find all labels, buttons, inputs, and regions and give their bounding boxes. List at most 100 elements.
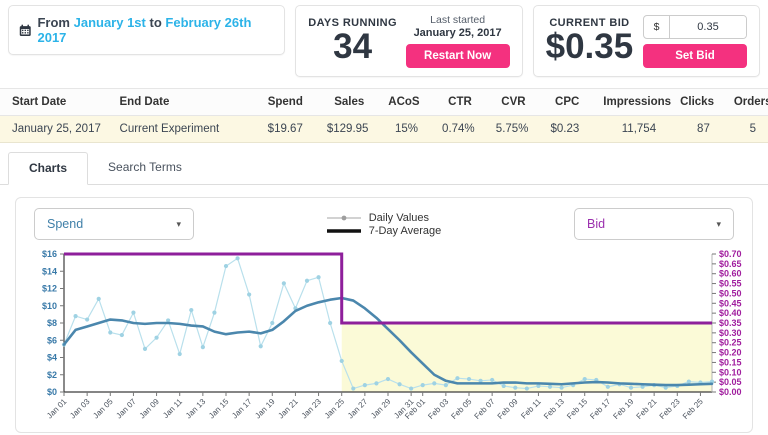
column-header-clicks: Clicks [668,88,722,116]
svg-text:Jan 29: Jan 29 [369,397,393,421]
svg-text:$0.00: $0.00 [719,387,742,397]
column-header-start-date: Start Date [0,88,108,116]
svg-text:$0.60: $0.60 [719,269,742,279]
bid-input[interactable] [670,15,746,38]
svg-text:$0.50: $0.50 [719,288,742,298]
svg-text:$0.65: $0.65 [719,259,742,269]
column-header-impressions: Impressions [591,88,671,116]
table-cell: Current Experiment [107,115,254,143]
svg-text:$2: $2 [47,370,57,380]
last-started-label: Last started [430,14,486,26]
svg-text:Feb 03: Feb 03 [426,397,450,421]
current-bid-panel: CURRENT BID $0.35 $ Set Bid [532,5,760,77]
svg-text:$0.05: $0.05 [719,377,742,387]
svg-text:Jan 01: Jan 01 [45,397,69,421]
experiment-highlight-region [341,323,712,392]
svg-text:$0: $0 [47,387,57,397]
svg-text:Jan 25: Jan 25 [323,397,347,421]
svg-text:$12: $12 [42,284,57,294]
top-panels: From January 1st to February 26th 2017 D… [0,0,768,77]
calendar-icon [19,24,31,36]
left-metric-select[interactable]: Spend ▾ [34,208,194,240]
tab-search-terms[interactable]: Search Terms [108,160,182,174]
table-row[interactable]: January 25, 2017 Current Experiment $19.67… [0,115,768,143]
restart-now-button[interactable]: Restart Now [405,44,510,68]
current-bid-value: $0.35 [545,26,634,66]
column-header-ctr: CTR [430,88,484,116]
svg-text:$0.20: $0.20 [719,348,742,358]
svg-text:Feb 09: Feb 09 [496,397,520,421]
legend-daily-values: Daily Values [368,211,430,224]
seven-day-average-legend-icon [326,228,361,233]
svg-text:$0.10: $0.10 [719,367,742,377]
svg-text:Jan 15: Jan 15 [207,397,231,421]
table-cell: 15% [376,115,431,143]
start-date[interactable]: January 1st [73,15,146,30]
right-metric-value: Bid [586,217,606,231]
svg-text:Feb 25: Feb 25 [681,397,705,421]
svg-text:Jan 13: Jan 13 [184,397,208,421]
chart-panel: Spend ▾ Daily Values 7-Day Average Bid ▾… [15,197,753,433]
date-range-picker[interactable]: From January 1st to February 26th 2017 [8,5,286,55]
current-bid-title: CURRENT BID [549,16,630,29]
column-header-orders: Orders [721,88,768,116]
svg-text:Jan 09: Jan 09 [138,397,162,421]
table-cell: 87 [668,115,722,143]
date-range-text: From January 1st to February 26th 2017 [37,15,274,45]
svg-text:Feb 11: Feb 11 [519,397,543,421]
chevron-down-icon: ▾ [176,218,181,229]
table-cell: 5 [721,115,768,143]
days-running-title: DAYS RUNNING [308,16,397,29]
table-cell: 11,754 [591,115,669,143]
to-label: to [149,15,162,30]
svg-text:$0.15: $0.15 [719,357,742,367]
seven-day-average-line [62,296,714,387]
column-header-cvr: CVR [483,88,538,116]
svg-text:$6: $6 [47,335,57,345]
svg-text:$0.25: $0.25 [719,338,742,348]
bid-input-group: $ [643,14,747,39]
svg-text:Feb 13: Feb 13 [542,397,566,421]
svg-text:Jan 05: Jan 05 [91,397,115,421]
right-metric-select[interactable]: Bid ▾ [573,208,734,240]
set-bid-button[interactable]: Set Bid [643,43,747,68]
left-metric-value: Spend [47,217,84,231]
column-header-end-date: End Date [107,88,254,116]
svg-text:$16: $16 [42,249,57,259]
legend-7day-average: 7-Day Average [368,224,442,237]
svg-text:$0.45: $0.45 [719,298,742,308]
chevron-down-icon: ▾ [716,218,721,229]
days-running-value: 34 [333,26,373,66]
chart-legend: Daily Values 7-Day Average [326,211,442,237]
end-date[interactable]: February 26th 2017 [37,15,252,45]
table-header-row: Start Date End Date Spend Sales ACoS CTR CVR CP… [0,88,768,116]
svg-text:$0.55: $0.55 [719,279,742,289]
svg-text:$10: $10 [42,301,57,311]
tab-bar: Charts Search Terms [0,152,768,185]
daily-values-legend-icon [326,215,361,220]
svg-text:Feb 17: Feb 17 [588,397,612,421]
svg-text:Feb 05: Feb 05 [449,397,473,421]
bid-line [64,252,712,325]
svg-text:$0.40: $0.40 [719,308,742,318]
column-header-sales: Sales [314,88,377,116]
svg-text:Jan 07: Jan 07 [114,397,138,421]
svg-text:Feb 21: Feb 21 [635,397,659,421]
table-cell: $19.67 [253,115,315,143]
tab-charts[interactable]: Charts [8,152,89,185]
table-cell: $0.23 [537,115,592,143]
table-cell: 0.74% [430,115,484,143]
svg-text:$4: $4 [47,353,57,363]
svg-text:Jan 21: Jan 21 [276,397,300,421]
svg-text:$14: $14 [42,266,57,276]
spend-bid-chart: $0$2$4$6$8$10$12$14$16$0.00$0.05$0.10$0.… [42,249,742,421]
experiment-results-table: Start Date End Date Spend Sales ACoS CTR CVR CP… [0,88,768,143]
svg-text:Jan 23: Jan 23 [300,397,324,421]
column-header-spend: Spend [253,88,315,116]
svg-text:$0.35: $0.35 [719,318,742,328]
svg-text:$8: $8 [47,318,57,328]
days-running-panel: DAYS RUNNING 34 Last started January 25,… [295,5,523,77]
svg-text:Jan 19: Jan 19 [253,397,277,421]
svg-text:Jan 27: Jan 27 [346,397,370,421]
svg-text:Jan 17: Jan 17 [230,397,254,421]
